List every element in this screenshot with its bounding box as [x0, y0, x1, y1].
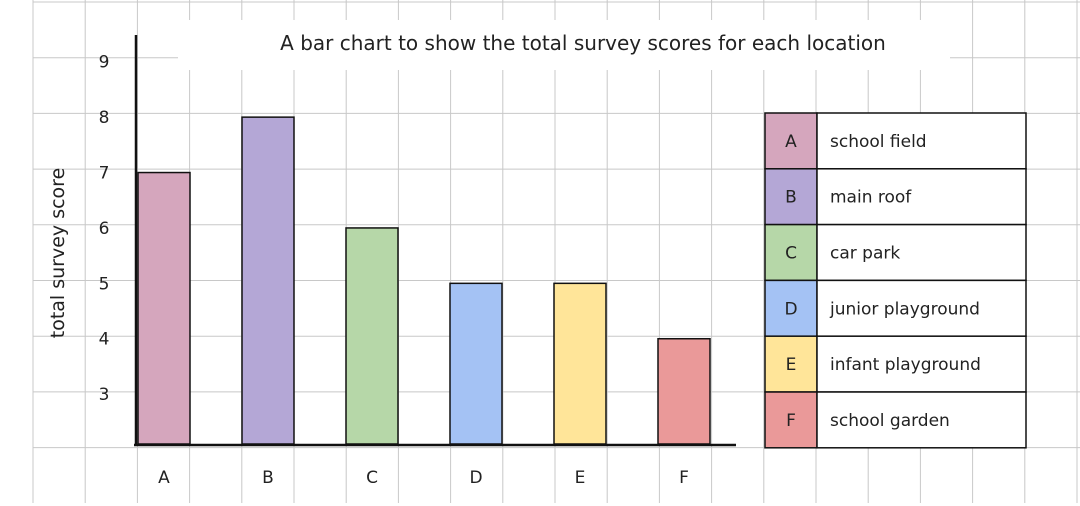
bar-d — [449, 282, 503, 445]
legend-swatch — [764, 391, 818, 449]
x-tick-label: F — [679, 468, 689, 488]
bar-b — [241, 116, 295, 445]
bar-c — [345, 227, 399, 445]
legend-key: D — [784, 299, 797, 319]
y-tick-labels: 3 4 5 6 7 8 9 — [99, 53, 110, 405]
legend-swatch — [764, 112, 818, 170]
y-axis-label: total survey score — [47, 168, 69, 339]
y-tick-label: 8 — [99, 108, 110, 128]
legend-swatch — [764, 223, 818, 282]
bar-a — [137, 171, 191, 445]
legend-label: main roof — [830, 188, 912, 208]
x-tick-label: E — [575, 468, 586, 488]
legend-swatch — [764, 168, 818, 226]
y-tick-label: 5 — [99, 274, 110, 294]
x-tick-label: B — [262, 468, 274, 488]
legend-key: F — [786, 411, 796, 431]
x-tick-label: D — [469, 468, 482, 488]
y-tick-label: 3 — [99, 385, 110, 405]
x-tick-label: A — [158, 468, 170, 488]
legend-label-cell — [816, 168, 1027, 226]
axes-group — [134, 35, 736, 447]
legend-label-cell — [816, 112, 1027, 170]
legend-label: school garden — [830, 411, 950, 431]
x-tick-label: C — [366, 468, 378, 488]
bar-f — [657, 337, 711, 445]
legend-label: car park — [830, 244, 900, 264]
chart-title: A bar chart to show the total survey sco… — [280, 31, 886, 55]
legend-label: junior playground — [829, 299, 980, 319]
legend-key: B — [785, 188, 797, 208]
x-tick-labels: A B C D E F — [158, 468, 689, 488]
y-tick-label: 7 — [99, 164, 110, 184]
legend-label-cell — [816, 223, 1027, 282]
legend-key: E — [786, 355, 797, 375]
title-background — [178, 20, 950, 70]
legend-key: A — [785, 132, 797, 152]
legend-swatch — [764, 335, 818, 393]
y-tick-label: 4 — [99, 330, 110, 350]
bar-e — [553, 282, 607, 445]
y-tick-label: 6 — [99, 219, 110, 239]
legend-key: C — [785, 244, 797, 264]
y-tick-label: 9 — [99, 53, 110, 73]
bars-group — [137, 116, 711, 445]
legend-label-cell — [816, 279, 1027, 337]
legend-label-cell — [816, 391, 1027, 449]
legend-label-cell — [816, 335, 1027, 393]
legend-label: infant playground — [830, 355, 981, 375]
legend-label: school field — [830, 132, 927, 152]
